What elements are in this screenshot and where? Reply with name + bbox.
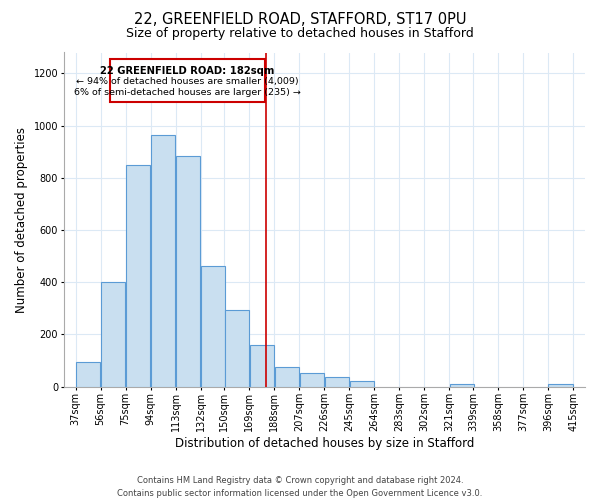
Bar (299, 373, 324, 386)
Bar (201, 266, 226, 386)
Bar (126, 165, 151, 386)
Y-axis label: Number of detached properties: Number of detached properties (15, 126, 28, 312)
Bar (275, 367, 299, 386)
Bar (76, 362, 100, 386)
Bar (224, 310, 249, 386)
Bar (101, 282, 125, 387)
Text: 22 GREENFIELD ROAD: 182sqm: 22 GREENFIELD ROAD: 182sqm (100, 66, 275, 76)
Text: Size of property relative to detached houses in Stafford: Size of property relative to detached ho… (126, 28, 474, 40)
Text: 6% of semi-detached houses are larger (235) →: 6% of semi-detached houses are larger (2… (74, 88, 301, 96)
Bar (176, 156, 200, 386)
Bar (325, 378, 349, 386)
Bar (250, 345, 274, 387)
Bar (548, 384, 573, 386)
Text: 22, GREENFIELD ROAD, STAFFORD, ST17 0PU: 22, GREENFIELD ROAD, STAFFORD, ST17 0PU (134, 12, 466, 28)
Bar (449, 384, 474, 386)
Text: ← 94% of detached houses are smaller (4,009): ← 94% of detached houses are smaller (4,… (76, 78, 299, 86)
X-axis label: Distribution of detached houses by size in Stafford: Distribution of detached houses by size … (175, 437, 474, 450)
Bar (350, 382, 374, 386)
Bar (110, 59, 265, 102)
Text: Contains HM Land Registry data © Crown copyright and database right 2024.
Contai: Contains HM Land Registry data © Crown c… (118, 476, 482, 498)
Bar (151, 134, 175, 386)
